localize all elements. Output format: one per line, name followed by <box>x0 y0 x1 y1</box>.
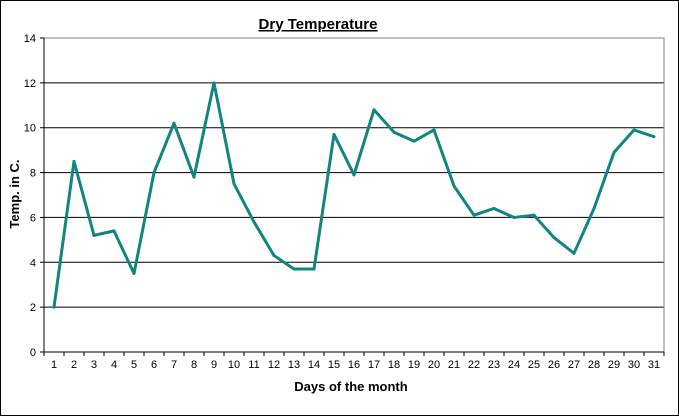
data-point <box>632 128 636 132</box>
data-point <box>272 254 276 258</box>
data-point <box>532 213 536 217</box>
x-tick-label: 18 <box>388 359 400 371</box>
y-tick-label: 2 <box>30 302 36 314</box>
data-point <box>512 215 516 219</box>
data-point <box>152 171 156 175</box>
data-point <box>612 150 616 154</box>
x-tick-label: 30 <box>628 359 640 371</box>
data-point <box>552 236 556 240</box>
data-point <box>92 233 96 237</box>
x-tick-label: 26 <box>548 359 560 371</box>
axes <box>43 38 664 353</box>
x-tick-label: 25 <box>528 359 540 371</box>
x-tick-label: 21 <box>448 359 460 371</box>
data-point <box>592 206 596 210</box>
chart-title: Dry Temperature <box>259 16 378 33</box>
y-tick-label: 0 <box>30 347 36 359</box>
x-tick-label: 12 <box>268 359 280 371</box>
x-tick-label: 2 <box>71 359 77 371</box>
x-tick-label: 27 <box>568 359 580 371</box>
x-tick-label: 9 <box>211 359 217 371</box>
x-tick-label: 1 <box>51 359 57 371</box>
x-tick-label: 17 <box>368 359 380 371</box>
x-axis-ticks: 1 2 3 4 5 6 7 8 9 10 11 12 13 14 15 16 17 18 19 20 21 22 23 24 2… <box>43 352 665 371</box>
x-tick-label: 15 <box>328 359 340 371</box>
series-line <box>52 81 655 308</box>
x-tick-label: 10 <box>228 359 240 371</box>
data-point <box>492 206 496 210</box>
x-tick-label: 22 <box>468 359 480 371</box>
y-axis-label: Temp. in C. <box>7 159 22 228</box>
x-tick-label: 24 <box>508 359 520 371</box>
y-tick-label: 14 <box>24 33 36 45</box>
data-point <box>392 130 396 134</box>
data-point <box>192 175 196 179</box>
data-point <box>572 251 576 255</box>
x-tick-label: 19 <box>408 359 420 371</box>
y-tick-label: 12 <box>24 78 36 90</box>
data-point <box>332 132 336 136</box>
x-tick-label: 6 <box>151 359 157 371</box>
data-point <box>472 213 476 217</box>
x-tick-label: 7 <box>171 359 177 371</box>
y-tick-label: 4 <box>30 257 36 269</box>
data-point <box>352 173 356 177</box>
data-point <box>212 81 216 85</box>
data-point <box>52 305 56 309</box>
series-layer <box>52 81 656 309</box>
y-axis-ticks: 0 2 4 6 8 10 12 14 <box>24 33 44 359</box>
x-tick-label: 29 <box>608 359 620 371</box>
data-point <box>72 159 76 163</box>
data-point <box>312 267 316 271</box>
data-point <box>372 108 376 112</box>
x-tick-label: 23 <box>488 359 500 371</box>
data-point <box>432 128 436 132</box>
data-point <box>232 182 236 186</box>
data-point <box>172 121 176 125</box>
data-point <box>112 229 116 233</box>
x-tick-label: 8 <box>191 359 197 371</box>
data-point <box>292 267 296 271</box>
x-tick-label: 13 <box>288 359 300 371</box>
data-point <box>132 272 136 275</box>
data-point <box>412 139 416 143</box>
plot-area <box>43 37 665 353</box>
x-tick-label: 4 <box>111 359 117 371</box>
x-tick-label: 5 <box>131 359 137 371</box>
x-tick-label: 11 <box>248 359 259 371</box>
data-point <box>252 220 256 224</box>
data-point <box>652 135 656 139</box>
x-tick-label: 3 <box>91 359 97 371</box>
data-point <box>452 184 456 188</box>
x-tick-label: 20 <box>428 359 440 371</box>
y-tick-label: 8 <box>30 168 36 180</box>
x-tick-label: 14 <box>308 359 320 371</box>
x-axis-label: Days of the month <box>294 379 407 394</box>
y-tick-label: 6 <box>30 212 36 224</box>
x-tick-label: 28 <box>588 359 600 371</box>
x-tick-label: 31 <box>648 359 660 371</box>
y-tick-label: 10 <box>24 123 36 135</box>
x-tick-label: 16 <box>348 359 360 371</box>
